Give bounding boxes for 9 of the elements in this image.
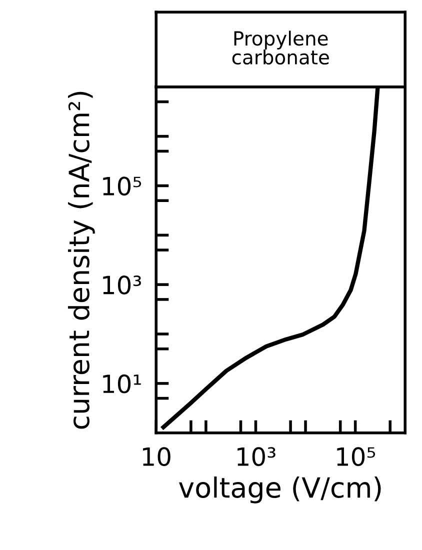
- y-tick-label: 10⁵: [103, 176, 142, 196]
- x-axis-title: voltage (V/cm): [178, 476, 381, 504]
- x-tick-label: 10: [142, 447, 170, 466]
- x-tick-label: 10⁵: [337, 447, 376, 466]
- chart-title: Propylene carbonate: [232, 30, 329, 65]
- y-tick-label: 10³: [103, 276, 141, 294]
- y-axis-title: current density (nA/cm²): [68, 92, 95, 429]
- y-tick-label: 10¹: [103, 374, 141, 394]
- x-tick-label: 10³: [238, 447, 276, 466]
